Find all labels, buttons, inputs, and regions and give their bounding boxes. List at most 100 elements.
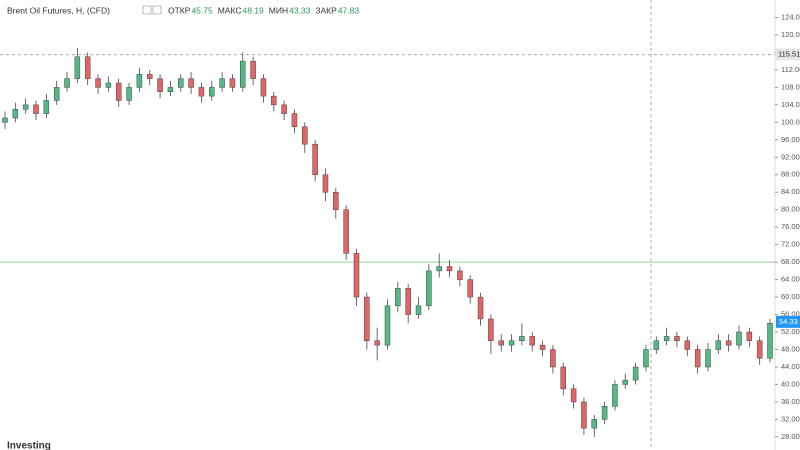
- crosshair-label-box: [776, 48, 800, 61]
- y-tick-label: 108.00: [781, 82, 800, 91]
- ohlc-value: 48.19: [242, 5, 264, 15]
- candle-body: [188, 78, 194, 88]
- candle-body: [312, 143, 318, 176]
- candle-body: [374, 340, 380, 346]
- ohlc-value: 47.83: [338, 5, 360, 15]
- candle-body: [74, 56, 81, 79]
- candle-body: [632, 366, 639, 381]
- y-tick-label: 72.00: [781, 240, 800, 249]
- candle-body: [539, 344, 546, 350]
- candle-body: [705, 349, 711, 368]
- y-tick-label: 36.00: [781, 397, 800, 406]
- candle-body: [643, 349, 649, 368]
- candle-body: [415, 305, 422, 315]
- candle-body: [291, 113, 298, 127]
- candle-body: [198, 87, 205, 97]
- candle-body: [426, 270, 432, 307]
- candle-body: [601, 406, 608, 420]
- candle-body: [33, 104, 39, 114]
- candle-body: [622, 379, 629, 385]
- candle-body: [591, 419, 598, 429]
- candle-body: [725, 340, 732, 346]
- y-tick-label: 120.00: [781, 30, 800, 39]
- candle-body: [115, 82, 122, 101]
- candle-body: [22, 104, 29, 110]
- candle-body: [271, 95, 277, 106]
- last-price-label: 54.33: [779, 317, 798, 326]
- candle-body: [446, 266, 453, 272]
- candle-body: [550, 349, 556, 368]
- y-tick-label: 28.00: [781, 432, 800, 441]
- candle-body: [436, 266, 442, 272]
- candle-body: [229, 78, 236, 88]
- candle-body: [95, 78, 101, 88]
- y-tick-label: 96.00: [781, 135, 800, 144]
- icon: [142, 5, 152, 15]
- candle-body: [560, 366, 566, 390]
- candle-body: [364, 296, 370, 342]
- candle-body: [405, 288, 411, 315]
- y-tick-label: 40.00: [781, 379, 800, 388]
- ohlc-label: МАКС: [218, 5, 242, 15]
- candle-body: [53, 87, 60, 101]
- candle-body: [684, 340, 691, 350]
- y-tick-label: 76.00: [781, 222, 800, 231]
- candle-body: [302, 126, 308, 145]
- candle-body: [767, 323, 773, 359]
- candle-body: [343, 209, 349, 254]
- y-tick-label: 100.00: [781, 117, 800, 126]
- y-tick-label: 68.00: [781, 257, 800, 266]
- y-tick-label: 32.00: [781, 414, 800, 423]
- candle-body: [333, 191, 339, 210]
- candle-body: [746, 331, 753, 342]
- candle-body: [488, 318, 494, 342]
- last-price-box: [776, 315, 800, 328]
- candle-body: [508, 340, 515, 346]
- watermark: Investing: [7, 441, 51, 450]
- candle-body: [146, 74, 153, 79]
- y-tick-label: 88.00: [781, 170, 800, 179]
- candle-body: [694, 349, 701, 368]
- candle-body: [477, 296, 484, 320]
- candle-body: [105, 82, 112, 88]
- candle-body: [715, 340, 722, 350]
- ohlc-label: ОТКР: [168, 5, 191, 15]
- candle-body: [353, 253, 360, 298]
- candle-body: [653, 340, 660, 350]
- candle-body: [674, 336, 680, 342]
- crosshair-label: 115.51: [778, 50, 800, 59]
- y-tick-label: 80.00: [781, 205, 800, 214]
- candle-body: [322, 174, 329, 193]
- y-tick-label: 56.00: [781, 310, 800, 319]
- candle-body: [43, 100, 50, 114]
- candle-body: [570, 388, 577, 403]
- y-tick-label: 124.00: [781, 12, 800, 21]
- candle-body: [384, 305, 391, 346]
- candle-body: [2, 117, 8, 123]
- y-tick-label: 84.00: [781, 187, 800, 196]
- candle-body: [250, 60, 256, 79]
- y-tick-label: 48.00: [781, 344, 800, 353]
- candle-body: [457, 270, 463, 280]
- ohlc-value: 43.33: [289, 5, 311, 15]
- candle-body: [281, 104, 287, 114]
- candle-body: [84, 56, 91, 79]
- candle-body: [612, 384, 618, 407]
- candle-body: [167, 87, 174, 92]
- candle-body: [498, 340, 504, 346]
- candle-body: [209, 87, 215, 97]
- candle-body: [756, 340, 763, 359]
- y-tick-label: 112.00: [781, 65, 800, 74]
- ohlc-value: 45.75: [191, 5, 213, 15]
- candle-body: [260, 78, 267, 97]
- candle-body: [736, 331, 742, 346]
- y-tick-label: 60.00: [781, 292, 800, 301]
- candle-body: [519, 336, 525, 342]
- icon: [152, 5, 162, 15]
- candle-body: [581, 401, 587, 429]
- y-tick-label: 52.00: [781, 327, 800, 336]
- candle-body: [126, 87, 132, 101]
- candle-body: [219, 78, 225, 88]
